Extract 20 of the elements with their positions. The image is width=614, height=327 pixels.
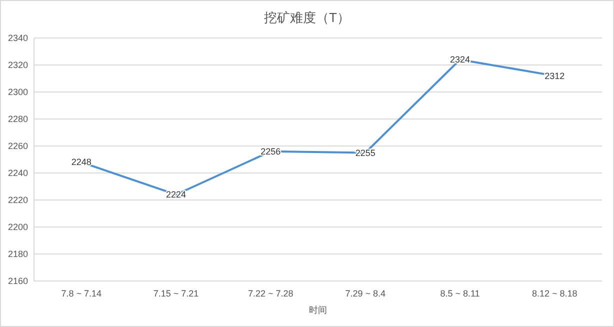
x-tick-label: 8.12 ~ 8.18: [532, 288, 578, 298]
data-label: 2248: [71, 157, 92, 168]
y-tick-label: 2180: [8, 248, 28, 259]
y-tick-label: 2340: [8, 32, 28, 43]
y-tick-label: 2240: [8, 168, 28, 178]
y-tick-label: 2200: [8, 222, 28, 232]
x-tick-label: 7.29 ~ 8.4: [345, 288, 386, 298]
y-tick-label: 2260: [8, 140, 28, 151]
x-tick-label: 7.8 ~ 7.14: [61, 288, 102, 298]
y-tick-label: 2300: [8, 86, 28, 97]
x-tick-label: 8.5 ~ 8.11: [440, 288, 480, 298]
chart-title: 挖矿难度（T）: [264, 10, 350, 25]
y-tick-label: 2320: [8, 60, 28, 70]
x-axis-title: 时间: [309, 305, 327, 315]
x-tick-label: 7.22 ~ 7.28: [248, 288, 294, 298]
data-label: 2312: [544, 70, 565, 81]
y-tick-label: 2220: [8, 194, 28, 205]
y-tick-label: 2160: [8, 276, 28, 286]
y-tick-label: 2280: [8, 114, 28, 124]
x-tick-label: 7.15 ~ 7.21: [153, 288, 199, 298]
